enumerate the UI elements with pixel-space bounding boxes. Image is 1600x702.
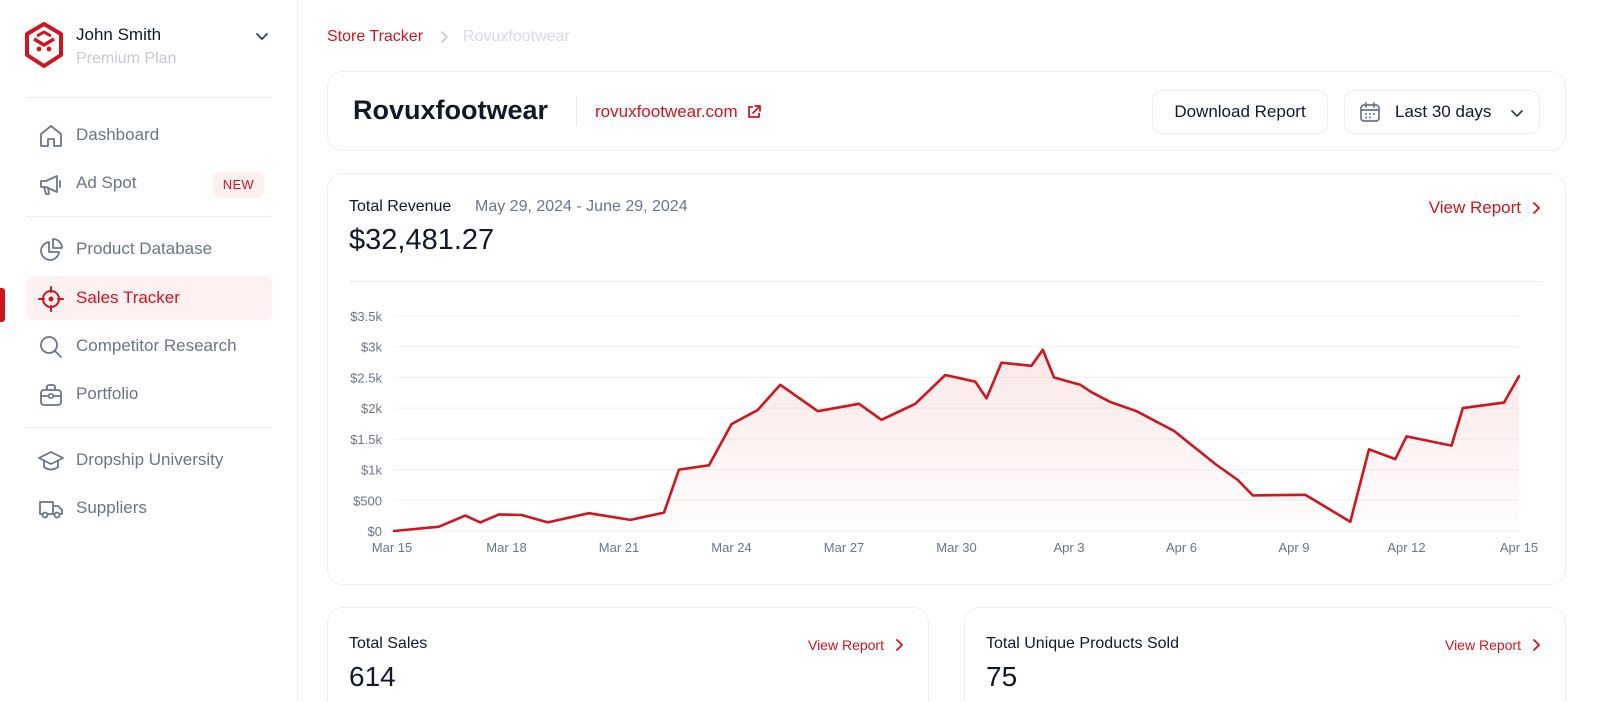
megaphone-icon <box>40 175 61 195</box>
profile-plan: Premium Plan <box>76 50 177 67</box>
total-revenue-card: Total Revenue May 29, 2024 - June 29, 20… <box>327 173 1566 585</box>
unique-products-label: Total Unique Products Sold <box>986 635 1179 652</box>
chevron-down-icon <box>1511 110 1523 117</box>
sidebar-item-label: Suppliers <box>76 498 147 517</box>
x-tick-label: Mar 30 <box>936 540 976 555</box>
x-tick-label: Mar 24 <box>711 540 751 555</box>
truck-icon <box>39 501 63 519</box>
external-link-icon <box>747 105 761 118</box>
header-divider <box>576 96 577 126</box>
y-tick-label: $1.5k <box>350 432 382 447</box>
revenue-divider <box>349 281 1543 282</box>
unique-products-value: 75 <box>986 661 1018 692</box>
chevron-right-icon <box>896 639 903 651</box>
sidebar-item-sales-tracker[interactable]: Sales Tracker <box>26 276 272 320</box>
date-range-label: Last 30 days <box>1395 102 1492 121</box>
sidebar-item-suppliers[interactable]: Suppliers <box>26 486 272 530</box>
total-sales-value: 614 <box>349 661 396 692</box>
profile-switcher[interactable]: John Smith Premium Plan <box>24 22 274 72</box>
revenue-label: Total Revenue <box>349 198 452 215</box>
revenue-line <box>392 348 1521 533</box>
x-tick-label: Apr 12 <box>1387 540 1425 555</box>
home-icon <box>40 125 62 147</box>
sidebar-item-dashboard[interactable]: Dashboard <box>26 113 272 157</box>
sidebar-item-label: Sales Tracker <box>76 288 180 307</box>
sidebar-item-product-database[interactable]: Product Database <box>26 227 272 271</box>
chevron-right-icon <box>1533 639 1540 651</box>
x-tick-label: Mar 27 <box>824 540 864 555</box>
x-tick-label: Apr 3 <box>1053 540 1084 555</box>
profile-name: John Smith <box>76 25 162 44</box>
sidebar: John Smith Premium Plan Dashboard Ad Spo… <box>0 0 298 702</box>
breadcrumb-store-tracker-link[interactable]: Store Tracker <box>327 28 424 45</box>
y-tick-label: $3.5k <box>350 309 382 324</box>
total-sales-card: Total Sales 614 View Report <box>327 607 929 702</box>
brand-logo-icon <box>25 22 63 68</box>
x-tick-label: Mar 15 <box>372 540 412 555</box>
sidebar-divider <box>26 216 272 217</box>
chevron-down-icon[interactable] <box>254 28 270 44</box>
total-sales-view-report-link[interactable]: View Report <box>808 637 904 653</box>
sidebar-item-label: Dashboard <box>76 125 160 144</box>
sidebar-divider <box>26 427 272 428</box>
sidebar-item-label: Dropship University <box>76 450 224 469</box>
y-tick-label: $500 <box>353 493 382 508</box>
sidebar-item-label: Ad Spot <box>76 173 137 192</box>
chevron-right-icon <box>441 31 448 43</box>
revenue-view-report-link[interactable]: View Report <box>1429 198 1541 218</box>
x-tick-label: Apr 9 <box>1278 540 1309 555</box>
active-nav-indicator <box>0 288 5 322</box>
new-badge: NEW <box>212 172 264 198</box>
download-report-button[interactable]: Download Report <box>1152 90 1328 134</box>
search-icon <box>40 336 62 358</box>
sidebar-divider <box>26 97 272 98</box>
y-tick-label: $0 <box>368 524 382 539</box>
x-tick-label: Mar 18 <box>486 540 526 555</box>
target-icon <box>38 286 64 312</box>
store-header-card: Rovuxfootwear rovuxfootwear.com Download… <box>327 71 1566 151</box>
sidebar-item-label: Competitor Research <box>76 336 237 355</box>
graduation-cap-icon <box>38 451 64 471</box>
y-tick-label: $3k <box>361 340 382 355</box>
store-title: Rovuxfootwear <box>353 95 549 125</box>
sidebar-item-portfolio[interactable]: Portfolio <box>26 372 272 416</box>
sidebar-item-dropship-university[interactable]: Dropship University <box>26 438 272 482</box>
view-report-label: View Report <box>807 637 884 653</box>
breadcrumb-current: Rovuxfootwear <box>463 28 570 45</box>
store-url-link[interactable]: rovuxfootwear.com <box>595 102 762 122</box>
briefcase-icon <box>40 384 62 406</box>
calendar-icon <box>1360 102 1380 122</box>
breadcrumb: Store Tracker Rovuxfootwear <box>327 28 570 46</box>
total-sales-label: Total Sales <box>349 635 428 652</box>
y-tick-label: $1k <box>361 463 382 478</box>
revenue-date-range: May 29, 2024 - June 29, 2024 <box>475 198 688 215</box>
sidebar-item-label: Portfolio <box>76 384 139 403</box>
store-url-text: rovuxfootwear.com <box>595 102 738 121</box>
x-tick-label: Apr 15 <box>1500 540 1538 555</box>
sidebar-item-competitor-research[interactable]: Competitor Research <box>26 324 272 368</box>
chevron-right-icon <box>1533 202 1540 214</box>
x-tick-label: Apr 6 <box>1166 540 1197 555</box>
unique-products-view-report-link[interactable]: View Report <box>1445 637 1541 653</box>
pie-chart-icon <box>40 238 63 261</box>
y-tick-label: $2k <box>361 401 382 416</box>
y-tick-label: $2.5k <box>350 370 382 385</box>
view-report-label: View Report <box>1428 198 1521 217</box>
x-tick-label: Mar 21 <box>599 540 639 555</box>
view-report-label: View Report <box>1444 637 1521 653</box>
date-range-dropdown[interactable]: Last 30 days <box>1344 90 1540 134</box>
revenue-chart: $0 $500 $1k $1.5k $2k $2.5k $3k $3.5k Mar 15 Mar … <box>350 309 1538 555</box>
revenue-value: $32,481.27 <box>349 224 495 256</box>
revenue-area <box>394 349 1519 531</box>
unique-products-card: Total Unique Products Sold 75 View Repor… <box>964 607 1566 702</box>
sidebar-item-ad-spot[interactable]: Ad Spot NEW <box>26 161 272 205</box>
sidebar-item-label: Product Database <box>76 239 213 258</box>
